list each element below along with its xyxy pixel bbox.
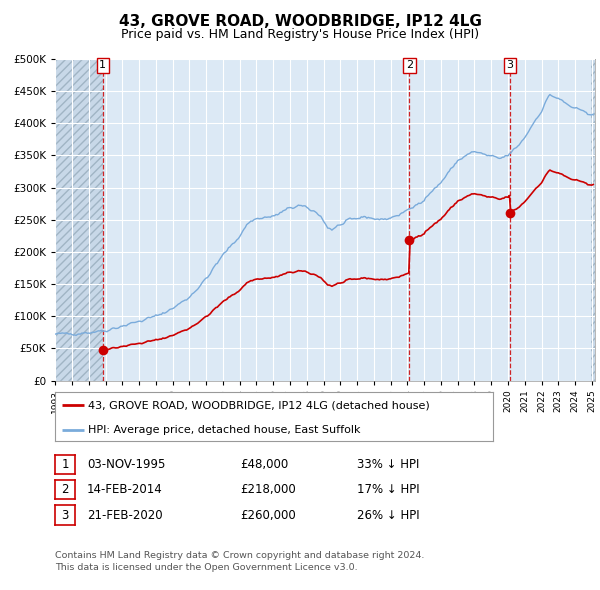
Text: 43, GROVE ROAD, WOODBRIDGE, IP12 4LG (detached house): 43, GROVE ROAD, WOODBRIDGE, IP12 4LG (de…	[88, 401, 430, 411]
Text: HPI: Average price, detached house, East Suffolk: HPI: Average price, detached house, East…	[88, 425, 361, 435]
Text: 2: 2	[61, 483, 69, 496]
Text: 21-FEB-2020: 21-FEB-2020	[87, 509, 163, 522]
Text: 14-FEB-2014: 14-FEB-2014	[87, 483, 163, 496]
Text: 3: 3	[506, 60, 514, 70]
Text: Contains HM Land Registry data © Crown copyright and database right 2024.: Contains HM Land Registry data © Crown c…	[55, 551, 425, 560]
Text: 43, GROVE ROAD, WOODBRIDGE, IP12 4LG: 43, GROVE ROAD, WOODBRIDGE, IP12 4LG	[119, 14, 481, 30]
Text: £260,000: £260,000	[240, 509, 296, 522]
Text: £218,000: £218,000	[240, 483, 296, 496]
Text: 26% ↓ HPI: 26% ↓ HPI	[357, 509, 419, 522]
Text: 1: 1	[100, 60, 106, 70]
Text: 3: 3	[61, 509, 69, 522]
Text: 17% ↓ HPI: 17% ↓ HPI	[357, 483, 419, 496]
Text: 03-NOV-1995: 03-NOV-1995	[87, 458, 166, 471]
Bar	[55, 59, 103, 381]
Text: 1: 1	[61, 458, 69, 471]
Bar	[55, 59, 103, 381]
Bar	[590, 59, 597, 381]
Text: £48,000: £48,000	[240, 458, 288, 471]
Text: 2: 2	[406, 60, 413, 70]
Bar	[590, 59, 597, 381]
Text: This data is licensed under the Open Government Licence v3.0.: This data is licensed under the Open Gov…	[55, 563, 358, 572]
Text: 33% ↓ HPI: 33% ↓ HPI	[357, 458, 419, 471]
Text: Price paid vs. HM Land Registry's House Price Index (HPI): Price paid vs. HM Land Registry's House …	[121, 28, 479, 41]
